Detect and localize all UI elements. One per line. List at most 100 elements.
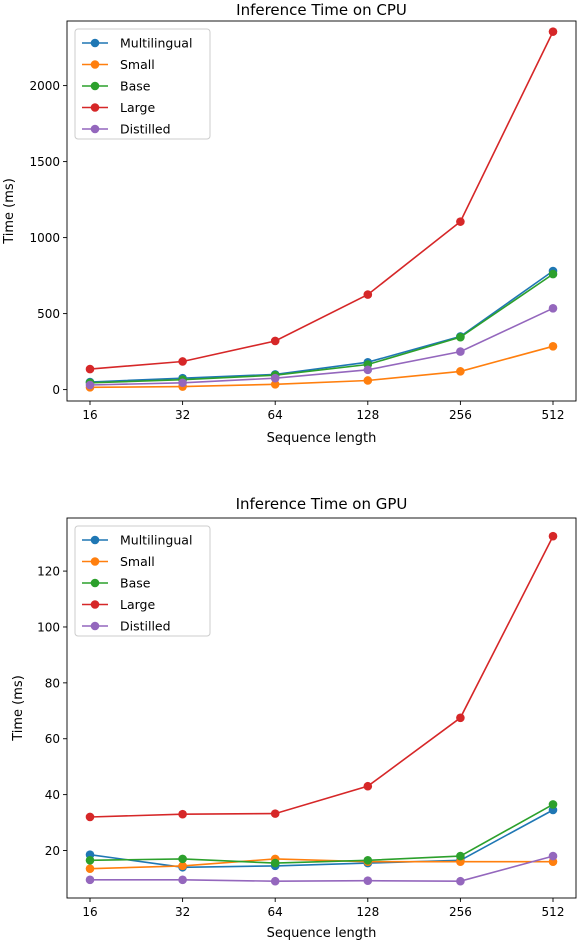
data-point-distilled (178, 875, 187, 885)
axes-frame (66, 517, 577, 899)
data-point-distilled (85, 380, 95, 390)
series-line-small (89, 345, 554, 389)
y-tick-label: 120 (37, 565, 60, 579)
chart-title: Inference Time on CPU (236, 1, 407, 19)
legend-label-large: Large (120, 100, 155, 115)
legend-box (74, 525, 211, 637)
legend-label-distilled: Distilled (120, 619, 171, 634)
chart-panel-0: Inference Time on CPU 16 32 64 128 256 512 0 500… (2, 1, 577, 446)
data-point-distilled (548, 303, 558, 313)
legend-label-small: Small (120, 57, 155, 72)
legend-box (74, 28, 211, 140)
data-point-large (178, 809, 187, 819)
legend: Multilingual Small Base Large Distilled (74, 28, 211, 140)
series-line-small (89, 858, 553, 870)
data-point-small (363, 376, 373, 385)
y-tick-label: 80 (45, 676, 60, 690)
data-point-distilled (270, 876, 280, 886)
series-line-base (89, 803, 554, 864)
data-point-large (456, 217, 465, 226)
y-tick-label: 2000 (29, 79, 60, 93)
data-point-large (270, 809, 280, 818)
data-point-distilled (548, 851, 558, 861)
data-point-large (178, 357, 187, 366)
legend-label-base: Base (120, 79, 151, 94)
data-point-small (85, 864, 95, 873)
chart-title: Inference Time on GPU (236, 495, 408, 513)
y-tick-label: 100 (37, 620, 60, 634)
x-tick-label: 32 (175, 905, 190, 919)
y-tick-label: 20 (45, 844, 60, 858)
data-point-large (363, 290, 373, 299)
data-point-large (270, 336, 280, 346)
data-point-large (85, 364, 95, 374)
series-line-large (89, 535, 554, 818)
data-point-distilled (363, 876, 373, 885)
x-tick-label: 256 (449, 408, 472, 422)
legend-label-multilingual: Multilingual (120, 36, 192, 51)
legend-marker-small (90, 557, 100, 566)
data-point-large (363, 781, 373, 791)
legend-label-distilled: Distilled (120, 122, 171, 137)
legend-label-small: Small (120, 554, 155, 569)
series-line-multilingual (89, 809, 554, 869)
y-axis-label: Time (ms) (2, 178, 17, 245)
axes-frame (66, 20, 577, 402)
data-point-distilled (363, 365, 373, 375)
x-axis-label: Sequence length (267, 431, 377, 446)
x-tick-label: 64 (268, 408, 283, 422)
data-point-base (178, 854, 187, 864)
data-point-base (456, 851, 465, 861)
data-point-base (548, 800, 558, 809)
data-point-base (270, 858, 280, 868)
y-tick-label: 1500 (29, 155, 60, 169)
legend-marker-distilled (90, 124, 100, 134)
y-tick-label: 0 (52, 383, 60, 397)
y-tick-label: 500 (37, 307, 60, 321)
data-point-large (456, 713, 465, 723)
x-tick-label: 512 (542, 905, 565, 919)
y-tick-label: 60 (45, 732, 60, 746)
data-point-large (548, 27, 558, 36)
data-point-distilled (270, 373, 280, 383)
data-point-large (548, 531, 558, 541)
legend-label-multilingual: Multilingual (120, 533, 192, 548)
data-point-small (456, 367, 465, 376)
series-line-distilled (89, 307, 554, 386)
data-point-base (363, 855, 373, 865)
x-tick-label: 256 (449, 905, 472, 919)
legend-label-large: Large (120, 597, 155, 612)
legend-marker-large (90, 103, 100, 112)
legend-marker-base (90, 578, 100, 588)
chart-panel-1: Inference Time on GPU 16 32 64 128 256 512 20 40… (11, 495, 577, 940)
data-point-small (548, 341, 558, 351)
series-line-base (89, 273, 554, 384)
series-line-distilled (90, 855, 554, 883)
data-point-small (270, 379, 280, 389)
series-line-large (89, 31, 554, 370)
x-tick-label: 16 (82, 905, 97, 919)
x-tick-label: 128 (356, 408, 379, 422)
series-line-multilingual (89, 270, 554, 383)
data-point-base (548, 269, 558, 279)
legend-label-base: Base (120, 576, 151, 591)
data-point-distilled (178, 378, 187, 388)
data-point-base (85, 855, 95, 865)
y-tick-label: 40 (45, 788, 60, 802)
legend-marker-multilingual (90, 38, 100, 48)
legend-marker-base (90, 81, 100, 91)
legend-marker-multilingual (90, 535, 100, 545)
x-tick-label: 512 (542, 408, 565, 422)
data-point-distilled (456, 347, 465, 356)
legend-marker-large (90, 600, 100, 609)
data-point-distilled (85, 875, 95, 885)
legend: Multilingual Small Base Large Distilled (74, 525, 211, 637)
x-tick-label: 32 (175, 408, 190, 422)
legend-marker-small (90, 60, 100, 69)
x-tick-label: 16 (82, 408, 97, 422)
x-tick-label: 128 (356, 905, 379, 919)
y-tick-label: 1000 (29, 231, 60, 245)
data-point-distilled (456, 876, 465, 886)
x-axis-label: Sequence length (267, 926, 377, 940)
